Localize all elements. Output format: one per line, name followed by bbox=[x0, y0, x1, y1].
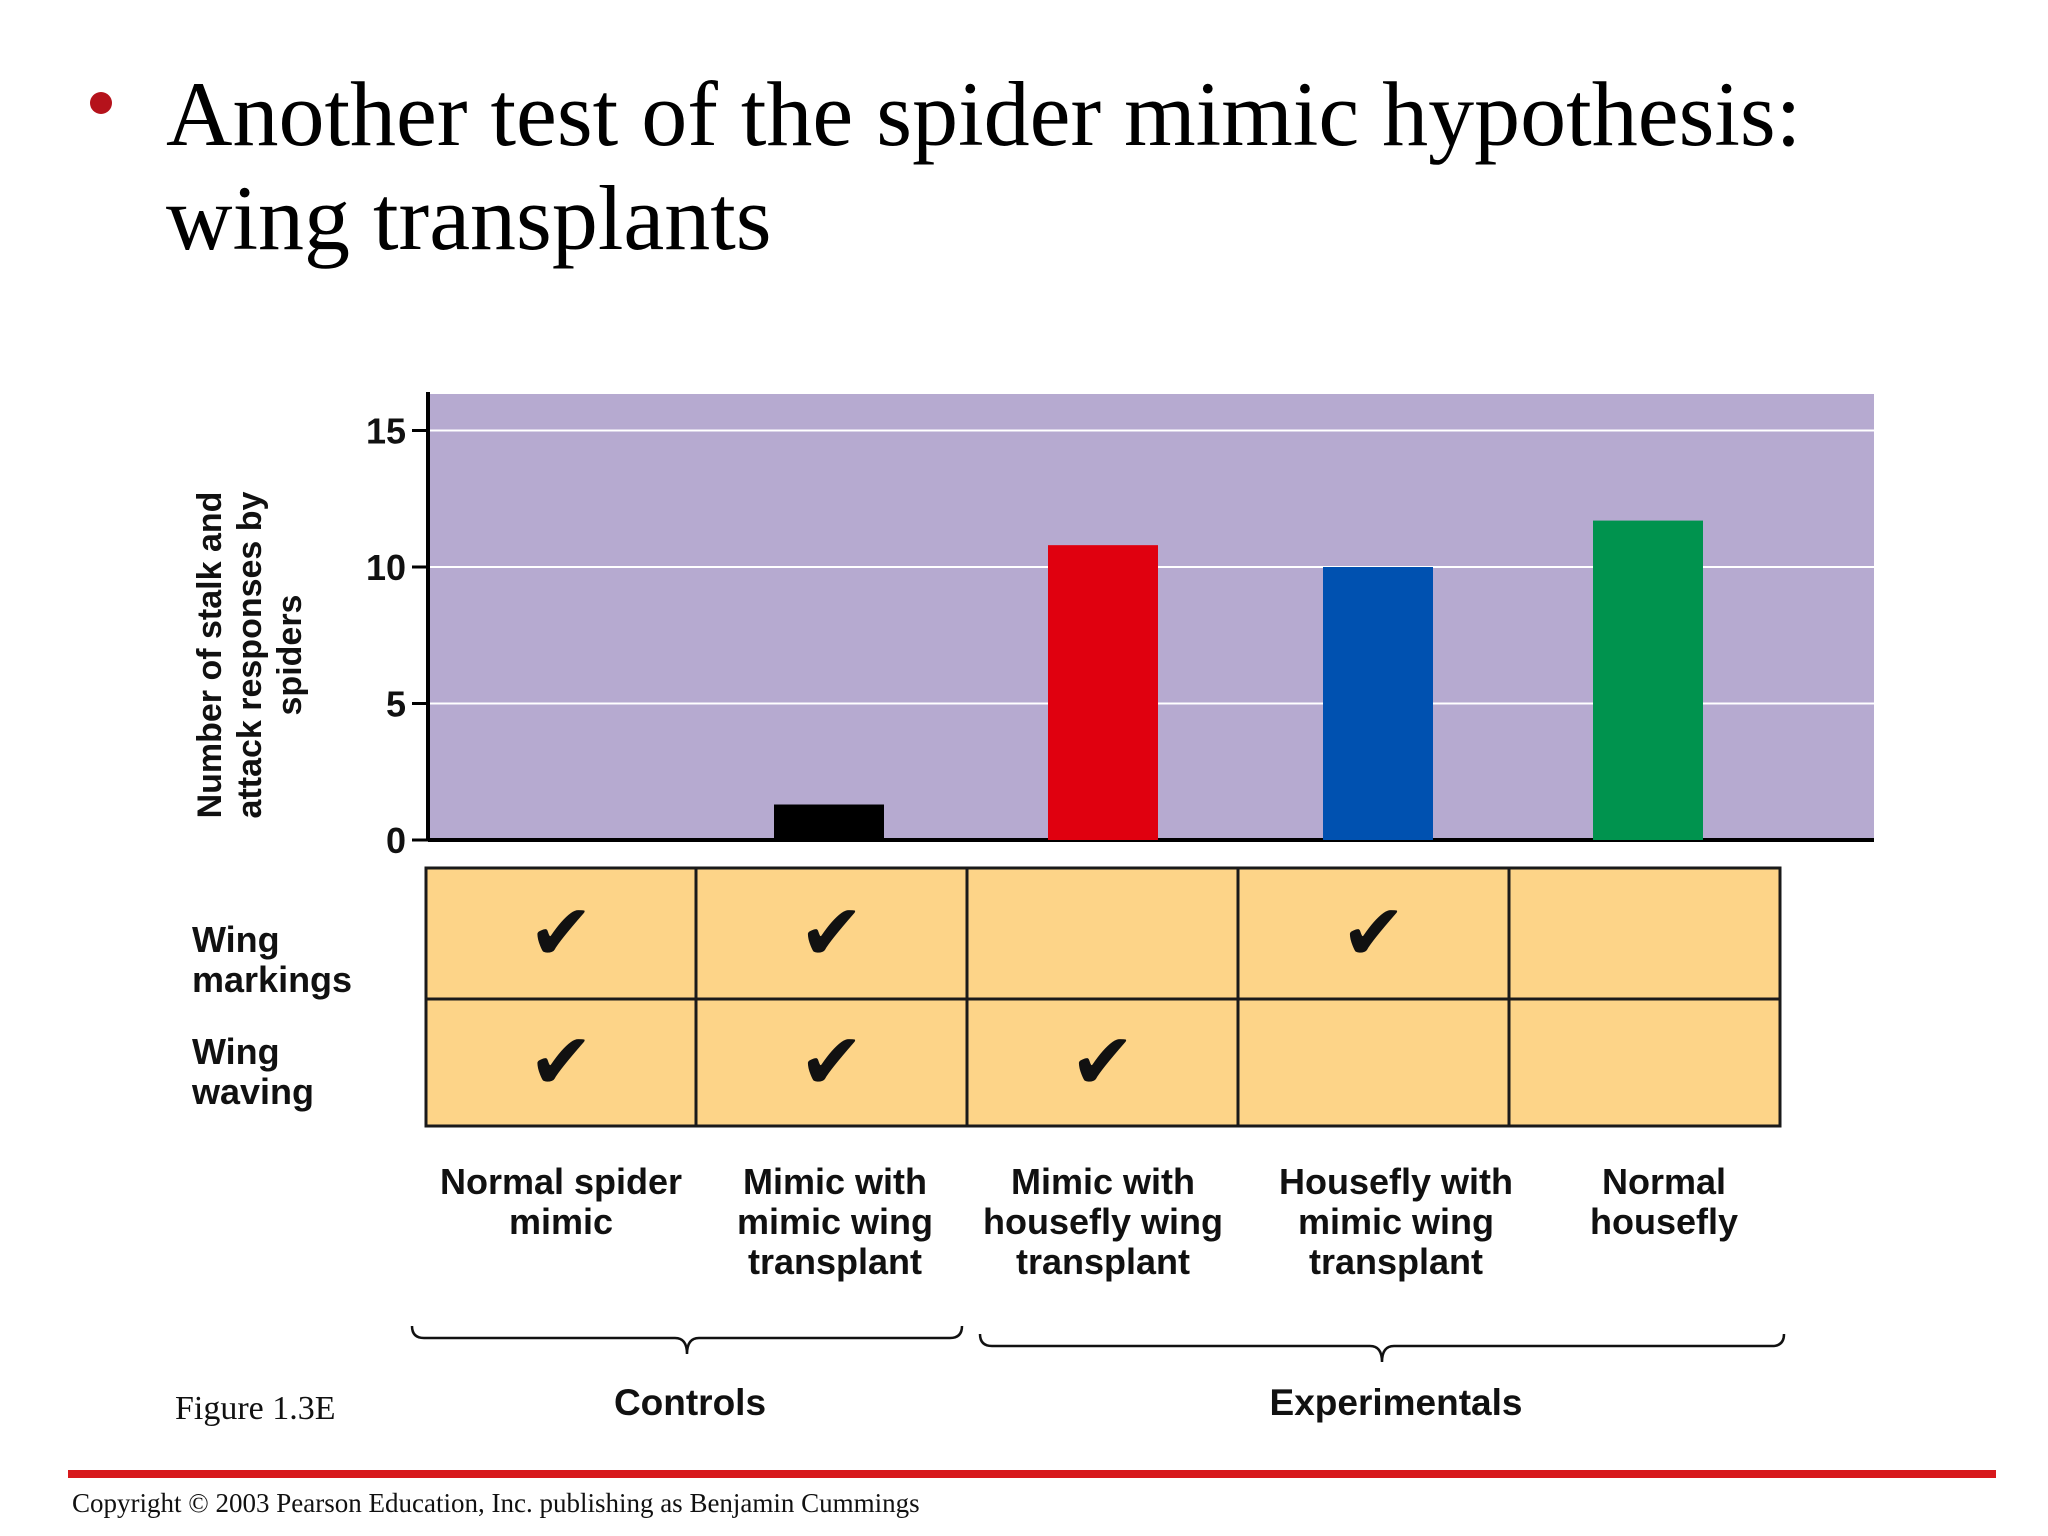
check-icon: ✔ bbox=[528, 889, 593, 979]
category-label-normal-spider-mimic: Normal spider mimic bbox=[439, 1161, 683, 1242]
check-icon: ✔ bbox=[799, 889, 864, 979]
table-cell-r0-c1 bbox=[694, 866, 969, 1001]
check-icon: ✔ bbox=[1341, 889, 1406, 979]
bar-mimic-with-mimic-wing-transplant bbox=[774, 804, 884, 840]
title-bullet bbox=[90, 92, 112, 114]
check-icon: ✔ bbox=[528, 1018, 593, 1108]
y-tick-label-15: 15 bbox=[366, 411, 406, 452]
row-label-wing-markings: Wing markings bbox=[192, 919, 353, 1000]
figure-label: Figure 1.3E bbox=[175, 1390, 336, 1427]
bar-housefly-with-mimic-wing-transplant bbox=[1323, 567, 1433, 840]
table-cell-r0-c2 bbox=[965, 866, 1240, 1001]
bar-normal-housefly bbox=[1593, 520, 1703, 840]
category-label-mimic-with-mimic-wing: Mimic with mimic wing transplant bbox=[736, 1161, 934, 1282]
brace-experimentals bbox=[978, 1333, 1786, 1363]
group-label-controls: Controls bbox=[613, 1382, 767, 1423]
category-label-housefly-with-mimic-wing: Housefly with mimic wing transplant bbox=[1278, 1161, 1514, 1282]
brace-controls bbox=[410, 1325, 964, 1355]
table-cell-r1-c4 bbox=[1507, 997, 1782, 1128]
footer-rule bbox=[68, 1470, 1996, 1478]
category-label-normal-housefly: Normal housefly bbox=[1589, 1161, 1739, 1242]
y-tick-label-5: 5 bbox=[386, 684, 406, 725]
check-icon: ✔ bbox=[1070, 1018, 1135, 1108]
row-label-wing-waving: Wing waving bbox=[192, 1031, 315, 1112]
y-tick-label-0: 0 bbox=[386, 820, 406, 861]
category-label-mimic-with-housefly-wing: Mimic with housefly wing transplant bbox=[982, 1161, 1223, 1282]
y-axis-label: Number of stalk and attack responses by … bbox=[191, 491, 309, 819]
group-label-experimentals: Experimentals bbox=[1269, 1382, 1523, 1423]
copyright-text: Copyright © 2003 Pearson Education, Inc.… bbox=[72, 1488, 920, 1518]
table-cell-r1-c2 bbox=[965, 997, 1240, 1128]
bar-mimic-with-housefly-wing-transplant bbox=[1048, 545, 1158, 840]
check-icon: ✔ bbox=[799, 1018, 864, 1108]
table-cell-r0-c4 bbox=[1507, 866, 1782, 1001]
table-cell-r1-c0 bbox=[424, 997, 698, 1128]
slide-title: Another test of the spider mimic hypothe… bbox=[166, 63, 1802, 269]
y-tick-label-10: 10 bbox=[366, 547, 406, 588]
table-cell-r1-c1 bbox=[694, 997, 969, 1128]
table-cell-r1-c3 bbox=[1236, 997, 1511, 1128]
